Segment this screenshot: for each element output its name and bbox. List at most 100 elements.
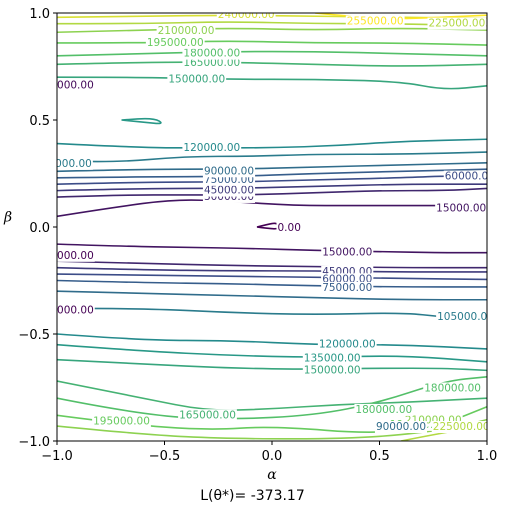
contour-label-backing (321, 281, 374, 294)
contour-line-45000 (57, 266, 487, 273)
contour-label: 240000.00 (218, 9, 275, 21)
y-tick-label: −1.0 (18, 435, 50, 450)
contour-lines (57, 13, 487, 441)
contour-label: 0000.00 (50, 250, 93, 262)
contour-label: 90000.00 (376, 421, 426, 433)
contour-label: 255000.00 (347, 15, 404, 27)
contour-label-backing (202, 165, 256, 178)
contour-line-45000 (57, 183, 487, 192)
y-tick-label: 0.0 (29, 221, 50, 236)
contour-label-backing (92, 415, 151, 428)
contour-label: 180000.00 (424, 383, 481, 395)
contour-label: 0000.00 (50, 304, 93, 316)
x-tick-label: −1.0 (41, 449, 73, 464)
x-axis-label: α (267, 467, 277, 483)
contour-line-30000 (57, 260, 487, 269)
contour-label: 0.00 (278, 222, 301, 234)
contour-label: 15000.00 (322, 247, 372, 259)
contour-line-135000 (121, 117, 162, 125)
contour-label: 210000.00 (158, 25, 215, 37)
contour-label: 75000.00 (322, 282, 372, 294)
contour-line-15000 (57, 243, 487, 254)
contour-line-60000 (57, 273, 487, 281)
contour-line-210000 (57, 27, 487, 34)
contour-label-backing (374, 421, 428, 434)
contour-label: 60000.00 (445, 171, 495, 183)
contour-label-backing (156, 25, 216, 38)
contour-line-165000 (57, 380, 487, 411)
contour-label: 150000.00 (304, 364, 361, 376)
contour-label-backing (182, 47, 242, 60)
x-tick-label: 0.0 (262, 449, 283, 464)
contour-label: 195000.00 (93, 416, 150, 428)
contour-label-backing (302, 364, 362, 377)
contour-label-backing (436, 310, 487, 323)
x-tick-label: 0.5 (369, 449, 390, 464)
contour-label-backing (354, 403, 414, 416)
x-tick-label: −0.5 (149, 449, 181, 464)
contour-label-backing (202, 184, 256, 197)
y-axis-label: β (3, 209, 12, 225)
loss-caption: L(θ*)= -373.17 (200, 488, 305, 504)
contour-line-165000 (57, 61, 487, 67)
contour-label-backing (178, 409, 237, 422)
y-tick-label: 0.5 (29, 114, 50, 129)
contour-label-backing (423, 382, 482, 395)
contour-label: 135000.00 (304, 353, 361, 365)
contour-line-105000 (57, 151, 487, 163)
contour-label-backing (57, 79, 95, 92)
contour-label: 15000.00 (436, 203, 486, 215)
contour-label-backing (182, 141, 242, 154)
contour-label: 90000.00 (204, 165, 254, 177)
contour-label-backing (57, 249, 95, 262)
contour-label: 6000.00 (50, 80, 93, 92)
contour-label-backing (321, 246, 374, 259)
contour-label-backing (435, 202, 487, 215)
contour-label-backing (57, 157, 93, 170)
contour-line-90000 (57, 162, 487, 173)
contour-label-backing (276, 222, 302, 234)
contour-line-0 (256, 222, 281, 230)
contour-label-backing (167, 73, 227, 86)
contour-label: 105000.00 (437, 311, 494, 323)
contour-label-backing (345, 15, 405, 28)
contour-label: 165000.00 (179, 409, 236, 421)
contour-label: 180000.00 (355, 404, 412, 416)
contour-line-180000 (57, 50, 487, 57)
contour-label: 180000.00 (183, 48, 240, 60)
contour-line-105000 (57, 307, 487, 322)
contour-label-backing (57, 304, 95, 317)
contour-line-15000 (57, 199, 487, 218)
contour-line-150000 (57, 358, 487, 372)
contour-label: 165000.00 (183, 57, 240, 69)
contour-line-30000 (57, 187, 487, 198)
x-axis-ticks: −1.0 −0.5 0.0 0.5 1.0 (41, 441, 497, 464)
contour-label-backing (302, 352, 362, 365)
contour-line-180000 (57, 376, 487, 420)
contour-label: 225000.00 (433, 421, 490, 433)
contour-line-120000 (57, 333, 487, 350)
contour-line-120000 (57, 138, 487, 149)
y-axis-ticks: −1.0 −0.5 0.0 0.5 1.0 (18, 7, 57, 450)
y-tick-label: 1.0 (29, 7, 50, 22)
contour-label: 120000.00 (319, 339, 376, 351)
contour-label-backing (317, 338, 377, 351)
x-tick-label: 1.0 (477, 449, 498, 464)
contour-label: 105000.00 (35, 158, 92, 170)
contour-label: 45000.00 (204, 185, 254, 197)
contour-label-backing (145, 36, 205, 49)
contour-label: 150000.00 (168, 73, 225, 85)
contour-line-60000 (57, 175, 487, 185)
contour-label-backing (216, 13, 276, 22)
contour-line-150000 (57, 76, 487, 90)
contour-label-backing (443, 170, 487, 183)
contour-label-backing (431, 421, 487, 434)
contour-line-225000 (57, 21, 487, 27)
contour-line-195000 (57, 40, 487, 46)
contour-label-backing (182, 57, 242, 70)
contour-line-90000 (57, 290, 487, 301)
y-tick-label: −0.5 (18, 328, 50, 343)
contour-label-backing (427, 17, 487, 30)
contour-label: 120000.00 (183, 142, 240, 154)
